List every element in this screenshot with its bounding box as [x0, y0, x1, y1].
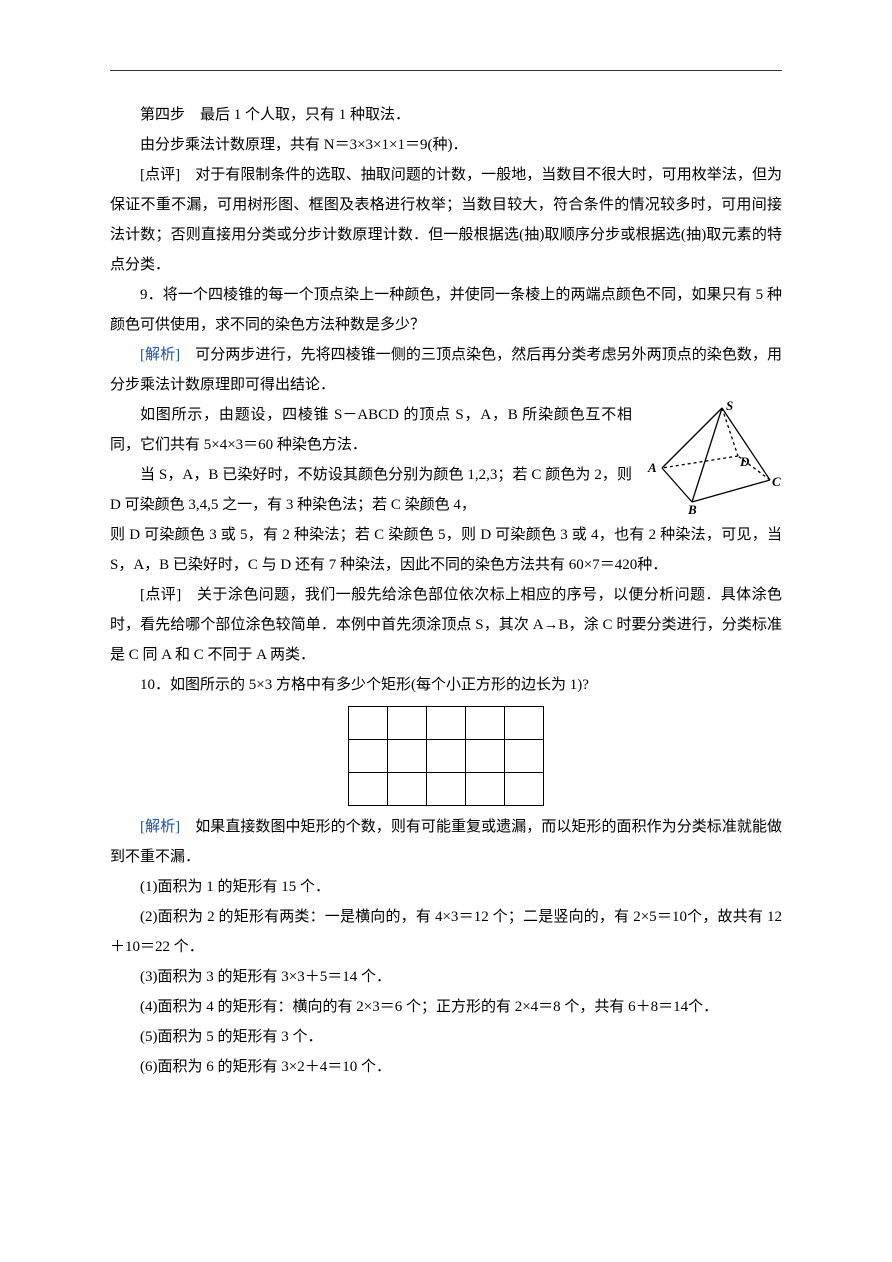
item-1: (1)面积为 1 的矩形有 15 个． — [110, 872, 782, 902]
label-A: A — [647, 460, 657, 475]
analysis-label: [解析] — [140, 347, 180, 363]
pyramid-figure: S A B C D — [642, 400, 782, 515]
analysis-label-2: [解析] — [140, 819, 180, 835]
item-5: (5)面积为 5 的矩形有 3 个． — [110, 1022, 782, 1052]
pyramid-svg: S A B C D — [642, 400, 782, 515]
para-comment-1: [点评] 对于有限制条件的选取、抽取问题的计数，一般地，当数目不很大时，可用枚举… — [110, 160, 782, 280]
para-fig-3: 则 D 可染颜色 3 或 5，有 2 种染法；若 C 染颜色 5，则 D 可染颜… — [110, 520, 782, 580]
label-S: S — [726, 400, 733, 413]
header-rule — [110, 70, 782, 71]
para-fig-2: 当 S，A，B 已染好时，不妨设其颜色分别为颜色 1,2,3；若 C 颜色为 2… — [110, 460, 632, 520]
item-2: (2)面积为 2 的矩形有两类：一是横向的，有 4×3＝12 个；二是竖向的，有… — [110, 902, 782, 962]
comment-label: [点评] — [140, 167, 180, 183]
figure-wrap-pyramid: S A B C D 如图所示，由题设，四棱锥 S－ABCD 的顶点 S，A，B … — [110, 400, 782, 520]
item-6: (6)面积为 6 的矩形有 3×2＋4＝10 个． — [110, 1052, 782, 1082]
para-result: 由分步乘法计数原理，共有 N＝3×3×1×1＝9(种)． — [110, 130, 782, 160]
comment-body: 对于有限制条件的选取、抽取问题的计数，一般地，当数目不很大时，可用枚举法，但为保… — [110, 167, 782, 273]
grid-5x3-figure — [110, 706, 782, 806]
analysis-body-2: 如果直接数图中矩形的个数，则有可能重复或遗漏，而以矩形的面积作为分类标准就能做到… — [110, 819, 782, 865]
para-fig-1: 如图所示，由题设，四棱锥 S－ABCD 的顶点 S，A，B 所染颜色互不相同，它… — [110, 400, 632, 460]
comment-body-2: 关于涂色问题，我们一般先给涂色部位依次标上相应的序号，以便分析问题．具体涂色时，… — [110, 587, 782, 663]
item-4: (4)面积为 4 的矩形有：横向的有 2×3＝6 个；正方形的有 2×4＝8 个… — [110, 992, 782, 1022]
problem-9: 9．将一个四棱锥的每一个顶点染上一种颜色，并使同一条棱上的两端点颜色不同，如果只… — [110, 280, 782, 340]
analysis-9: [解析] 可分两步进行，先将四棱锥一侧的三顶点染色，然后再分类考虑另外两顶点的染… — [110, 340, 782, 400]
analysis-10: [解析] 如果直接数图中矩形的个数，则有可能重复或遗漏，而以矩形的面积作为分类标… — [110, 812, 782, 872]
analysis-body: 可分两步进行，先将四棱锥一侧的三顶点染色，然后再分类考虑另外两顶点的染色数，用分… — [110, 347, 782, 393]
label-B: B — [687, 502, 697, 515]
page: 第四步 最后 1 个人取，只有 1 种取法． 由分步乘法计数原理，共有 N＝3×… — [0, 0, 892, 1262]
para-comment-2: [点评] 关于涂色问题，我们一般先给涂色部位依次标上相应的序号，以便分析问题．具… — [110, 580, 782, 670]
comment-label-2: [点评] — [140, 587, 181, 603]
para-step4: 第四步 最后 1 个人取，只有 1 种取法． — [110, 100, 782, 130]
item-3: (3)面积为 3 的矩形有 3×3＋5＝14 个． — [110, 962, 782, 992]
grid-table — [348, 706, 544, 806]
problem-10: 10．如图所示的 5×3 方格中有多少个矩形(每个小正方形的边长为 1)? — [110, 670, 782, 700]
label-C: C — [772, 474, 781, 489]
label-D: D — [739, 454, 750, 469]
